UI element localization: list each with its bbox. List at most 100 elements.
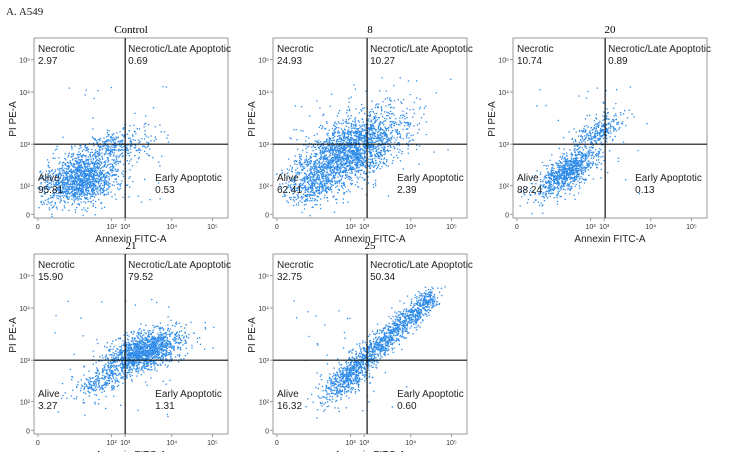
y-tick-label: 10³	[499, 142, 510, 149]
x-tick-label: 10⁴	[405, 224, 416, 231]
x-tick-label: 10²	[107, 440, 118, 447]
quadrant-value-early-apoptotic: 0.53	[155, 185, 175, 196]
quadrant-value-late-apoptotic: 0.89	[608, 56, 628, 67]
panel-title: 20	[605, 24, 617, 36]
x-tick-label: 10⁵	[207, 224, 218, 231]
quadrant-label-early-apoptotic: Early Apoptotic	[397, 389, 464, 400]
quadrant-label-alive: Alive	[277, 173, 299, 184]
data-points	[293, 286, 446, 419]
x-tick-label: 10²	[346, 224, 357, 231]
plot-frame	[33, 37, 229, 219]
y-tick-label: 10³	[259, 142, 270, 149]
panel-title: 8	[367, 24, 373, 36]
x-axis-label: Annexin FITC-A	[95, 450, 166, 452]
quadrant-label-late-apoptotic: Necrotic/Late Apoptotic	[370, 44, 473, 55]
y-tick-label: 0	[505, 212, 509, 219]
x-tick-label: 10⁴	[166, 224, 177, 231]
data-points	[37, 85, 170, 218]
x-tick-label: 10³	[359, 224, 370, 231]
quadrant-value-necrotic: 32.75	[277, 272, 302, 283]
x-tick-label: 10²	[346, 440, 357, 447]
panel-title: 25	[365, 240, 377, 252]
quadrant-label-late-apoptotic: Necrotic/Late Apoptotic	[608, 44, 711, 55]
quadrant-value-necrotic: 10.74	[517, 56, 542, 67]
quadrant-label-late-apoptotic: Necrotic/Late Apoptotic	[128, 260, 231, 271]
quadrant-value-early-apoptotic: 0.60	[397, 401, 417, 412]
y-tick-label: 10²	[499, 184, 510, 191]
y-tick-label: 0	[265, 212, 269, 219]
y-tick-label: 10²	[259, 184, 270, 191]
quadrant-label-alive: Alive	[38, 173, 60, 184]
y-axis-label: PI PE-A	[247, 101, 258, 137]
y-axis-label: PI PE-A	[247, 317, 258, 353]
quadrant-value-late-apoptotic: 0.69	[128, 56, 148, 67]
x-tick-label: 10⁵	[207, 440, 218, 447]
y-tick-label: 10⁵	[498, 58, 509, 65]
y-tick-label: 0	[265, 428, 269, 435]
quadrant-value-alive: 16.32	[277, 401, 302, 412]
x-tick-label: 0	[36, 440, 40, 447]
quadrant-label-necrotic: Necrotic	[277, 260, 314, 271]
quadrant-value-alive: 95.81	[38, 185, 63, 196]
quadrant-label-necrotic: Necrotic	[277, 44, 314, 55]
x-axis-label: Annexin FITC-A	[574, 234, 645, 245]
quadrant-value-alive: 3.27	[38, 401, 58, 412]
y-tick-label: 10⁴	[258, 306, 269, 313]
quadrant-value-early-apoptotic: 2.39	[397, 185, 417, 196]
quadrant-value-alive: 88.24	[517, 185, 542, 196]
quadrant-label-alive: Alive	[517, 173, 539, 184]
x-tick-label: 0	[36, 224, 40, 231]
y-tick-label: 10²	[259, 400, 270, 407]
quadrant-value-late-apoptotic: 79.52	[128, 272, 153, 283]
quadrant-label-alive: Alive	[38, 389, 60, 400]
quadrant-label-necrotic: Necrotic	[38, 44, 75, 55]
y-axis-label: PI PE-A	[8, 317, 19, 353]
y-axis-label: PI PE-A	[8, 101, 19, 137]
x-tick-label: 10⁴	[405, 440, 416, 447]
quadrant-label-late-apoptotic: Necrotic/Late Apoptotic	[370, 260, 473, 271]
y-tick-label: 10⁴	[19, 306, 30, 313]
quadrant-value-late-apoptotic: 50.34	[370, 272, 395, 283]
x-tick-label: 10⁵	[446, 224, 457, 231]
quadrant-value-early-apoptotic: 0.13	[635, 185, 655, 196]
quadrant-value-alive: 62.41	[277, 185, 302, 196]
y-tick-label: 10²	[20, 400, 31, 407]
quadrant-label-late-apoptotic: Necrotic/Late Apoptotic	[128, 44, 231, 55]
x-axis-label: Annexin FITC-A	[334, 450, 405, 452]
data-points	[54, 299, 215, 418]
x-tick-label: 10⁴	[645, 224, 656, 231]
quadrant-label-early-apoptotic: Early Apoptotic	[397, 173, 464, 184]
quadrant-value-late-apoptotic: 10.27	[370, 56, 395, 67]
y-tick-label: 0	[26, 428, 30, 435]
y-tick-label: 10⁵	[19, 58, 30, 65]
y-tick-label: 10⁴	[498, 90, 509, 97]
y-tick-label: 10³	[20, 358, 31, 365]
quadrant-value-necrotic: 2.97	[38, 56, 58, 67]
panel-title: Control	[114, 24, 148, 36]
y-tick-label: 10³	[20, 142, 31, 149]
x-tick-label: 10²	[107, 224, 118, 231]
quadrant-label-early-apoptotic: Early Apoptotic	[635, 173, 702, 184]
x-tick-label: 10⁵	[446, 440, 457, 447]
quadrant-label-necrotic: Necrotic	[38, 260, 75, 271]
x-tick-label: 10³	[359, 440, 370, 447]
quadrant-label-alive: Alive	[277, 389, 299, 400]
x-tick-label: 10³	[599, 224, 610, 231]
data-points	[519, 86, 648, 215]
x-axis-label: Annexin FITC-A	[334, 234, 405, 245]
x-tick-label: 10³	[120, 224, 131, 231]
x-tick-label: 0	[515, 224, 519, 231]
x-tick-label: 10⁴	[166, 440, 177, 447]
quadrant-label-necrotic: Necrotic	[517, 44, 554, 55]
x-tick-label: 10⁵	[686, 224, 697, 231]
quadrant-label-early-apoptotic: Early Apoptotic	[155, 173, 222, 184]
y-tick-label: 10⁴	[19, 90, 30, 97]
x-tick-label: 0	[275, 224, 279, 231]
quadrant-value-necrotic: 15.90	[38, 272, 63, 283]
